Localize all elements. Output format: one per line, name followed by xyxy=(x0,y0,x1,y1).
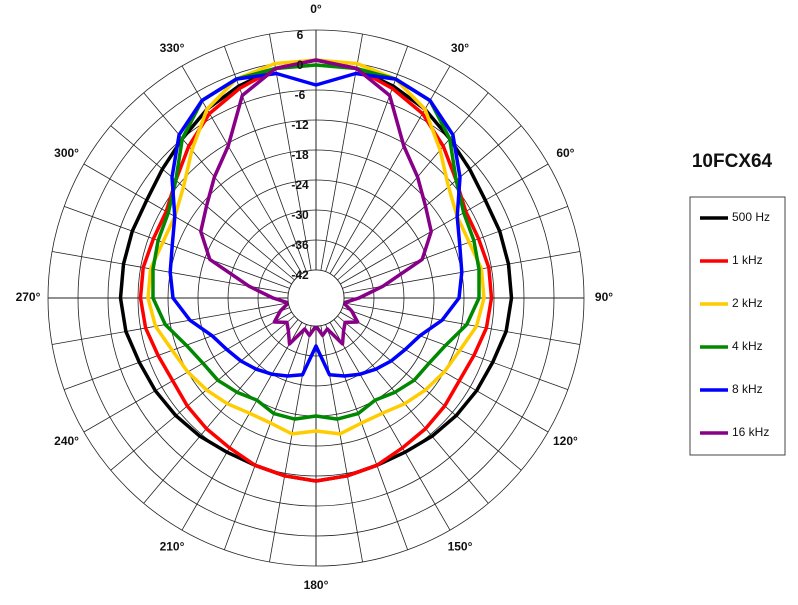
theta-tick-label: 60° xyxy=(556,146,574,160)
legend-label: 4 kHz xyxy=(732,339,763,353)
legend-label: 2 kHz xyxy=(732,296,763,310)
r-tick-label: -18 xyxy=(291,148,309,162)
theta-tick-label: 210° xyxy=(160,540,185,554)
theta-tick-label: 0° xyxy=(310,2,322,16)
theta-tick-label: 300° xyxy=(54,146,79,160)
theta-tick-label: 240° xyxy=(54,434,79,448)
legend-box xyxy=(689,196,786,456)
r-tick-label: -12 xyxy=(291,118,309,132)
r-tick-label: -24 xyxy=(291,178,309,192)
series-line xyxy=(151,63,481,421)
r-tick-label: -30 xyxy=(291,208,309,222)
theta-tick-label: 120° xyxy=(553,434,578,448)
r-tick-label: 0 xyxy=(297,58,304,72)
center-hole xyxy=(287,269,345,327)
theta-tick-label: 180° xyxy=(304,578,329,592)
legend-label: 8 kHz xyxy=(732,382,763,396)
legend-label: 16 kHz xyxy=(732,425,769,439)
series-line xyxy=(138,58,494,483)
theta-tick-label: 30° xyxy=(451,41,469,55)
chart-title: 10FCX64 xyxy=(692,151,773,172)
legend-label: 500 Hz xyxy=(732,210,770,224)
theta-tick-label: 150° xyxy=(448,540,473,554)
theta-tick-label: 330° xyxy=(160,41,185,55)
series-line xyxy=(168,71,464,378)
r-tick-label: -36 xyxy=(291,238,309,252)
legend-label: 1 kHz xyxy=(732,253,763,267)
r-tick-label: -42 xyxy=(291,268,309,282)
theta-tick-label: 270° xyxy=(16,290,41,304)
theta-tick-label: 90° xyxy=(595,290,613,304)
r-tick-label: -6 xyxy=(295,88,306,102)
r-tick-label: 6 xyxy=(297,28,304,42)
